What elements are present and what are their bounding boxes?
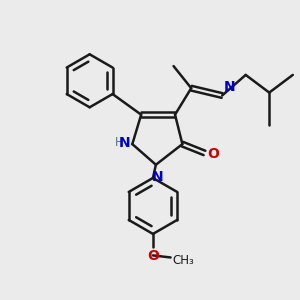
Text: O: O xyxy=(207,147,219,161)
Text: N: N xyxy=(152,170,163,184)
Text: N: N xyxy=(118,136,130,150)
Text: CH₃: CH₃ xyxy=(172,254,194,267)
Text: O: O xyxy=(147,249,159,262)
Text: H: H xyxy=(115,136,124,149)
Text: N: N xyxy=(223,80,235,94)
